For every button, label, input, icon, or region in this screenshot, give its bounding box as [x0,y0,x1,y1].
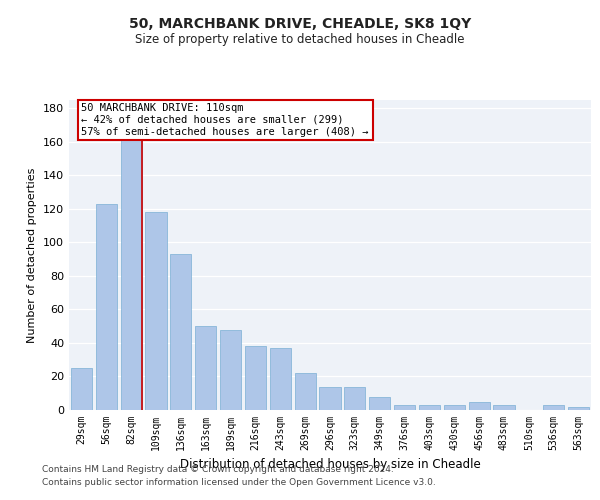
Bar [394,405,415,410]
Text: 50, MARCHBANK DRIVE, CHEADLE, SK8 1QY: 50, MARCHBANK DRIVE, CHEADLE, SK8 1QY [129,18,471,32]
Bar [493,405,515,410]
Bar [369,396,390,410]
Bar [121,128,142,410]
Bar [444,405,465,410]
Text: Contains HM Land Registry data © Crown copyright and database right 2024.: Contains HM Land Registry data © Crown c… [42,466,394,474]
Bar [220,330,241,410]
Bar [319,386,341,410]
Y-axis label: Number of detached properties: Number of detached properties [28,168,37,342]
Bar [170,254,191,410]
Bar [344,386,365,410]
Bar [195,326,216,410]
Bar [469,402,490,410]
Bar [543,405,564,410]
Bar [568,406,589,410]
Bar [145,212,167,410]
Text: 50 MARCHBANK DRIVE: 110sqm
← 42% of detached houses are smaller (299)
57% of sem: 50 MARCHBANK DRIVE: 110sqm ← 42% of deta… [82,104,369,136]
Bar [419,405,440,410]
Text: Contains public sector information licensed under the Open Government Licence v3: Contains public sector information licen… [42,478,436,487]
Bar [96,204,117,410]
Text: Size of property relative to detached houses in Cheadle: Size of property relative to detached ho… [135,32,465,46]
Bar [295,373,316,410]
X-axis label: Distribution of detached houses by size in Cheadle: Distribution of detached houses by size … [179,458,481,471]
Bar [270,348,291,410]
Bar [245,346,266,410]
Bar [71,368,92,410]
